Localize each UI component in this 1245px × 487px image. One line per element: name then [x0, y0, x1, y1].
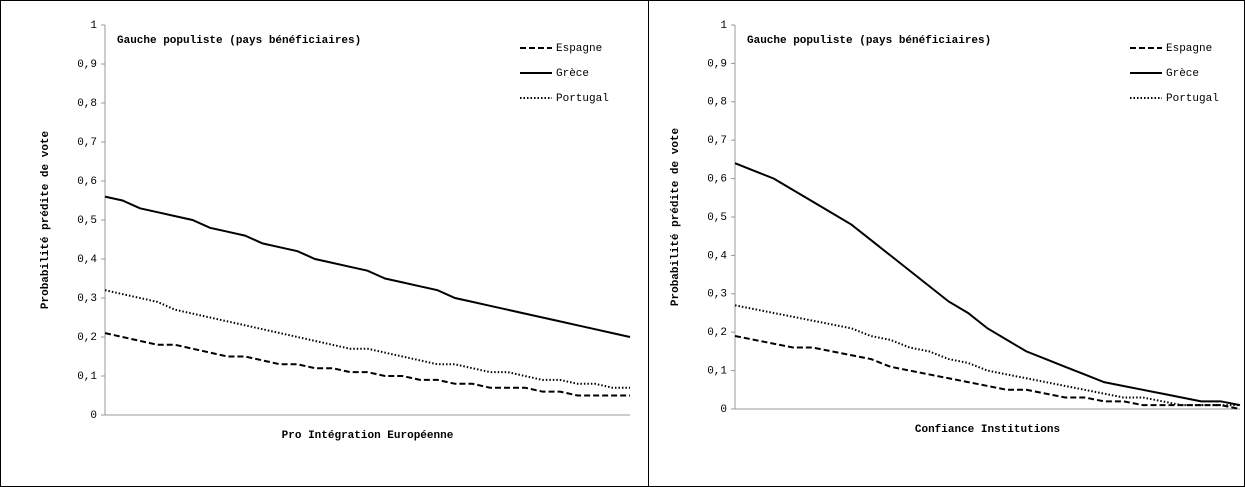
series-line: [104, 332, 630, 397]
chart-title: Gauche populiste (pays bénéficiaires): [117, 35, 361, 47]
legend-label: Espagne: [1166, 43, 1212, 55]
x-axis-label: Confiance Institutions: [915, 424, 1060, 436]
y-axis-label: Probabilité prédite de vote: [670, 127, 682, 306]
legend-label: Portugal: [556, 93, 609, 105]
y-tick-label: 0,8: [707, 97, 727, 109]
y-tick-label: 0: [720, 404, 727, 416]
chart-title: Gauche populiste (pays bénéficiaires): [747, 35, 991, 47]
y-tick-label: 0,7: [707, 135, 727, 147]
y-tick-label: 0,5: [77, 215, 97, 227]
legend-label: Grèce: [556, 68, 589, 80]
y-tick-label: 0,4: [77, 254, 97, 266]
series-line: [734, 304, 1240, 407]
y-tick-label: 0,7: [77, 137, 97, 149]
y-tick-label: 0,5: [707, 212, 727, 224]
series-line: [734, 335, 1241, 410]
y-tick-label: 0,2: [707, 327, 727, 339]
legend-label: Grèce: [1166, 68, 1199, 80]
series-line: [734, 162, 1241, 407]
y-tick-label: 0,2: [77, 332, 97, 344]
legend-label: Espagne: [556, 43, 602, 55]
y-tick-label: 1: [720, 20, 727, 32]
series-line: [104, 195, 631, 338]
y-tick-label: 0,1: [77, 371, 97, 383]
y-tick-label: 0,3: [707, 289, 727, 301]
y-tick-label: 0,4: [707, 250, 727, 262]
y-tick-label: 0: [90, 410, 97, 422]
y-tick-label: 0,6: [77, 176, 97, 188]
series-line: [104, 289, 630, 389]
legend-label: Portugal: [1166, 93, 1219, 105]
y-tick-label: 0,6: [707, 174, 727, 186]
y-tick-label: 0,1: [707, 366, 727, 378]
y-tick-label: 0,9: [77, 59, 97, 71]
y-tick-label: 0,3: [77, 293, 97, 305]
y-axis-label: Probabilité prédite de vote: [40, 130, 52, 309]
y-tick-label: 0,8: [77, 98, 97, 110]
y-tick-label: 1: [90, 20, 97, 32]
x-axis-label: Pro Intégration Européenne: [282, 430, 454, 442]
y-tick-label: 0,9: [707, 58, 727, 70]
